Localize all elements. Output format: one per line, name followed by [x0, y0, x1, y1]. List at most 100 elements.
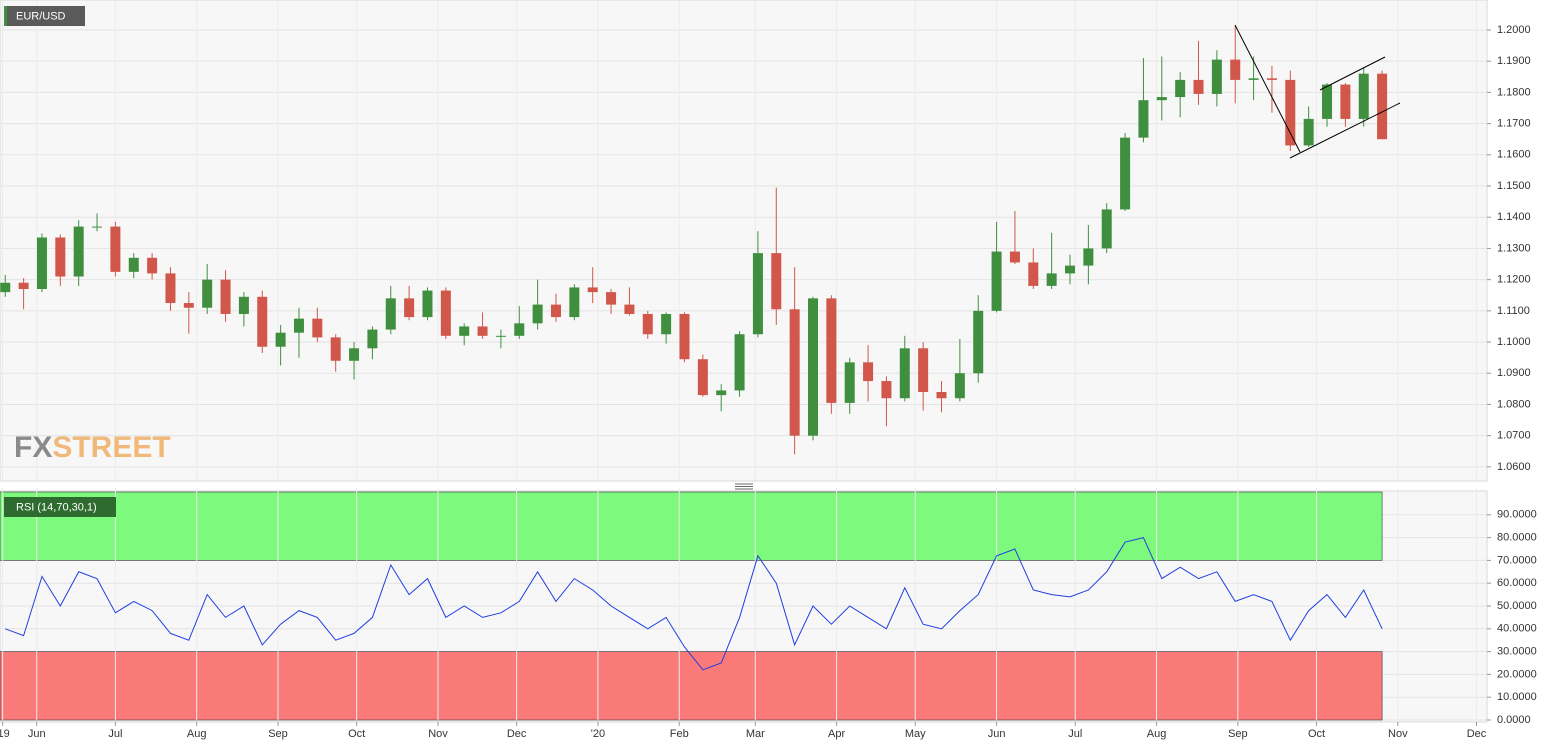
candle-body: [697, 359, 708, 396]
candle-body: [826, 298, 837, 403]
price-panel: [0, 0, 1488, 482]
candle-body: [752, 253, 763, 335]
candle-body: [1285, 79, 1296, 146]
candle-body: [918, 348, 929, 392]
candle-body: [881, 381, 892, 399]
candle-body: [165, 273, 176, 304]
candle-body: [844, 362, 855, 403]
candle-body: [1377, 73, 1388, 140]
candle-body: [110, 226, 121, 272]
x-tick-label: Aug: [187, 728, 207, 740]
candle-body: [1303, 118, 1314, 146]
candle-body: [716, 390, 727, 396]
y-tick-label: 1.1200: [1497, 274, 1531, 286]
candle-body: [55, 237, 66, 277]
chart-title: EUR/USD: [16, 10, 66, 22]
candle-body: [514, 323, 525, 336]
y-tick-label: 70.0000: [1497, 554, 1537, 566]
x-tick-label: Dec: [507, 728, 527, 740]
candle-body: [330, 337, 341, 361]
candle-body: [1120, 137, 1131, 210]
y-tick-label: 1.1000: [1497, 336, 1531, 348]
candle-body: [532, 304, 543, 324]
candle-body: [789, 309, 800, 436]
candle-body: [422, 290, 433, 318]
candle-body: [238, 296, 249, 314]
candle-body: [1248, 78, 1259, 80]
rsi-zone: [0, 651, 1383, 721]
watermark: FXSTREET: [14, 431, 171, 464]
y-tick-label: 1.1300: [1497, 242, 1531, 254]
candle-body: [973, 310, 984, 374]
x-tick-label: Sep: [1228, 728, 1248, 740]
y-tick-label: 1.0700: [1497, 430, 1531, 442]
candle-body: [1083, 248, 1094, 266]
watermark-street: STREET: [52, 431, 170, 464]
y-tick-label: 30.0000: [1497, 646, 1537, 658]
x-tick-label: Nov: [1388, 728, 1408, 740]
candle-body: [661, 313, 672, 335]
x-tick-label: May: [905, 728, 926, 740]
rsi-zone: [0, 491, 1383, 561]
trend-lines: [1234, 24, 1401, 159]
rsi-title-box: [4, 497, 116, 517]
candle-body: [404, 298, 415, 318]
x-tick-label: Sep: [268, 728, 288, 740]
candle-body: [550, 304, 561, 318]
candle-body: [312, 318, 323, 338]
x-tick-label: Nov: [428, 728, 448, 740]
y-tick-label: 1.1100: [1497, 305, 1530, 317]
candle-body: [1340, 84, 1351, 119]
candle-body: [807, 298, 818, 436]
x-tick-label: Mar: [746, 728, 765, 740]
candle-body: [1101, 209, 1112, 249]
candle-body: [734, 334, 745, 391]
y-tick-label: 0.0000: [1497, 714, 1531, 726]
candle-body: [624, 304, 635, 314]
x-tick-label: Aug: [1147, 728, 1167, 740]
x-tick-label: Jun: [28, 728, 46, 740]
y-tick-label: 80.0000: [1497, 532, 1537, 544]
candle-body: [293, 318, 304, 333]
candle-body: [1065, 265, 1076, 274]
panel-grip: [735, 483, 753, 490]
candle-body: [771, 253, 782, 310]
candle-body: [440, 290, 451, 336]
x-tick-label: Oct: [348, 728, 365, 740]
candle-body: [1009, 251, 1020, 263]
candle-body: [1138, 100, 1149, 138]
y-tick-label: 10.0000: [1497, 691, 1537, 703]
candle-body: [679, 313, 690, 360]
candle-body: [275, 332, 286, 347]
rsi-title: RSI (14,70,30,1): [16, 501, 97, 513]
x-tick-label: '19: [0, 728, 10, 740]
candle-body: [1266, 78, 1277, 80]
candle-body: [495, 335, 506, 337]
candle-body: [899, 348, 910, 399]
y-tick-label: 1.1700: [1497, 118, 1531, 130]
y-tick-label: 20.0000: [1497, 668, 1537, 680]
candle-body: [991, 251, 1002, 311]
candle-body: [349, 348, 360, 361]
candle-body: [92, 226, 103, 228]
candle-body: [459, 326, 470, 336]
y-tick-label: 60.0000: [1497, 577, 1537, 589]
candle-body: [477, 326, 488, 336]
x-tick-label: Dec: [1467, 728, 1487, 740]
candle-body: [18, 282, 29, 290]
y-tick-label: 1.0600: [1497, 461, 1531, 473]
candle-body: [1193, 79, 1204, 94]
marks: [0, 26, 1388, 671]
y-tick-label: 40.0000: [1497, 623, 1537, 635]
candle-body: [147, 257, 158, 274]
candle-body: [367, 329, 378, 349]
candle-body: [569, 287, 580, 318]
y-tick-label: 1.0800: [1497, 398, 1531, 410]
x-tick-label: Feb: [670, 728, 689, 740]
candle-body: [1028, 262, 1039, 286]
candle-body: [642, 313, 653, 335]
candle-body: [1156, 97, 1167, 101]
candle-body: [863, 362, 874, 382]
candle-body: [257, 296, 268, 347]
y-tick-label: 1.1600: [1497, 149, 1531, 161]
